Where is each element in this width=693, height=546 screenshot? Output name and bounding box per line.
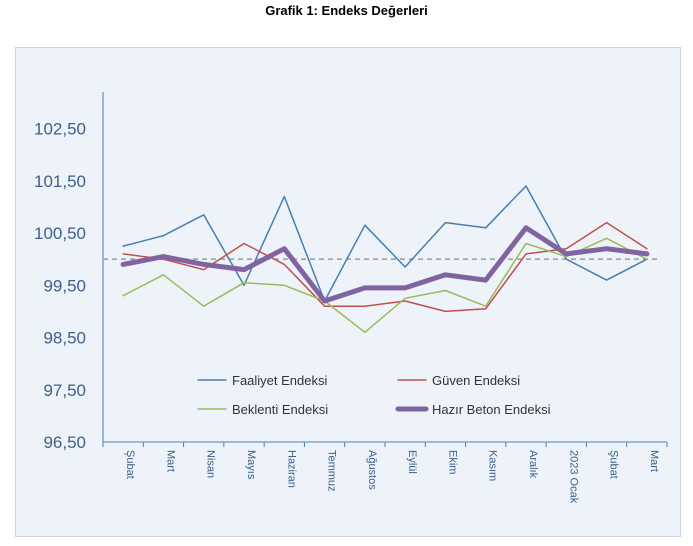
x-tick-label: Aralık (527, 450, 539, 479)
x-tick-label: Mart (648, 450, 660, 472)
chart-title: Grafik 1: Endeks Değerleri (265, 3, 428, 18)
x-tick-label: Haziran (285, 450, 297, 488)
x-tick-label: Kasım (487, 450, 499, 481)
x-tick-label: 2023 Ocak (567, 450, 579, 504)
series-line-beklenti-endeksi (122, 237, 648, 334)
legend-label: Güven Endeksi (432, 373, 520, 388)
axes (102, 92, 668, 447)
y-tick-label: 98,50 (43, 329, 86, 348)
y-tick-label: 97,50 (43, 381, 86, 400)
x-tick-label: Şubat (608, 450, 620, 479)
x-tick-label: Temmuz (326, 450, 338, 492)
series-group (120, 185, 650, 334)
y-tick-labels: 102,50 101,50 100,50 99,50 98,50 97,50 96,50 (34, 120, 86, 452)
y-tick-label: 101,50 (34, 172, 86, 191)
series-line-faaliyet-endeksi (122, 185, 648, 302)
legend-label: Hazır Beton Endeksi (432, 402, 551, 417)
x-tick-label: Ekim (446, 450, 458, 474)
y-tick-label: 100,50 (34, 224, 86, 243)
legend: Faaliyet Endeksi Güven Endeksi Beklenti En… (197, 373, 551, 417)
x-tick-labels: Şubat Mart Nisan Mayıs Haziran Temmuz Ağustos E… (124, 450, 660, 504)
series-line-haz-r-beton-endeksi (120, 225, 650, 304)
y-tick-label: 102,50 (34, 120, 86, 139)
x-tick-label: Mayıs (245, 450, 257, 480)
legend-label: Faaliyet Endeksi (232, 373, 327, 388)
y-tick-label: 99,50 (43, 276, 86, 295)
x-tick-label: Eylül (406, 450, 418, 474)
y-tick-label: 96,50 (43, 433, 86, 452)
x-tick-label: Nisan (205, 450, 217, 478)
x-tick-label: Mart (164, 450, 176, 472)
series-line-g-ven-endeksi (122, 221, 648, 313)
legend-label: Beklenti Endeksi (232, 402, 328, 417)
x-tick-label: Şubat (124, 450, 136, 479)
x-tick-label: Ağustos (366, 450, 378, 490)
